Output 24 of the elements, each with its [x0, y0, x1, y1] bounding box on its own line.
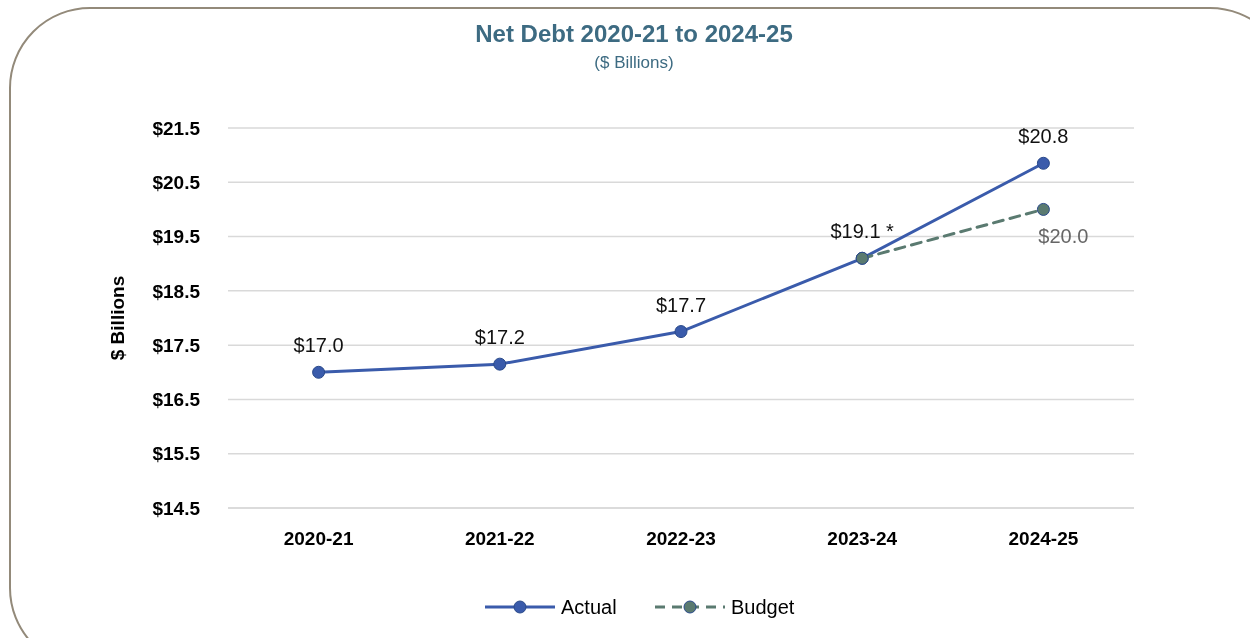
data-label: $19.1 *: [830, 220, 895, 243]
y-axis-title: $ Billions: [107, 275, 128, 361]
data-label: $17.7: [655, 293, 707, 316]
data-label: $17.2: [474, 326, 525, 349]
x-tick-label: 2022-23: [646, 528, 716, 549]
x-tick-label: 2024-25: [1008, 528, 1079, 549]
y-tick-label: $18.5: [152, 280, 201, 302]
y-tick-label: $20.5: [152, 171, 201, 193]
data-label: $20.8: [1018, 125, 1069, 148]
x-tick-label: 2020-21: [283, 528, 354, 549]
legend-label: Budget: [731, 596, 795, 618]
chart-title: Net Debt 2020-21 to 2024-25: [475, 20, 793, 47]
y-tick-label: $17.5: [152, 334, 201, 356]
x-tick-label: 2021-22: [464, 528, 535, 549]
y-tick-label: $21.5: [152, 117, 201, 139]
y-tick-label: $14.5: [152, 497, 201, 519]
x-tick-label: 2023-24: [827, 528, 898, 549]
data-label: $17.0: [293, 334, 344, 357]
y-tick-label: $19.5: [152, 226, 201, 248]
y-tick-label: $15.5: [152, 443, 201, 465]
data-label: $20.0: [1038, 225, 1089, 248]
chart-subtitle: ($ Billions): [594, 53, 674, 72]
legend-label: Actual: [561, 596, 617, 618]
y-tick-label: $16.5: [152, 389, 201, 411]
